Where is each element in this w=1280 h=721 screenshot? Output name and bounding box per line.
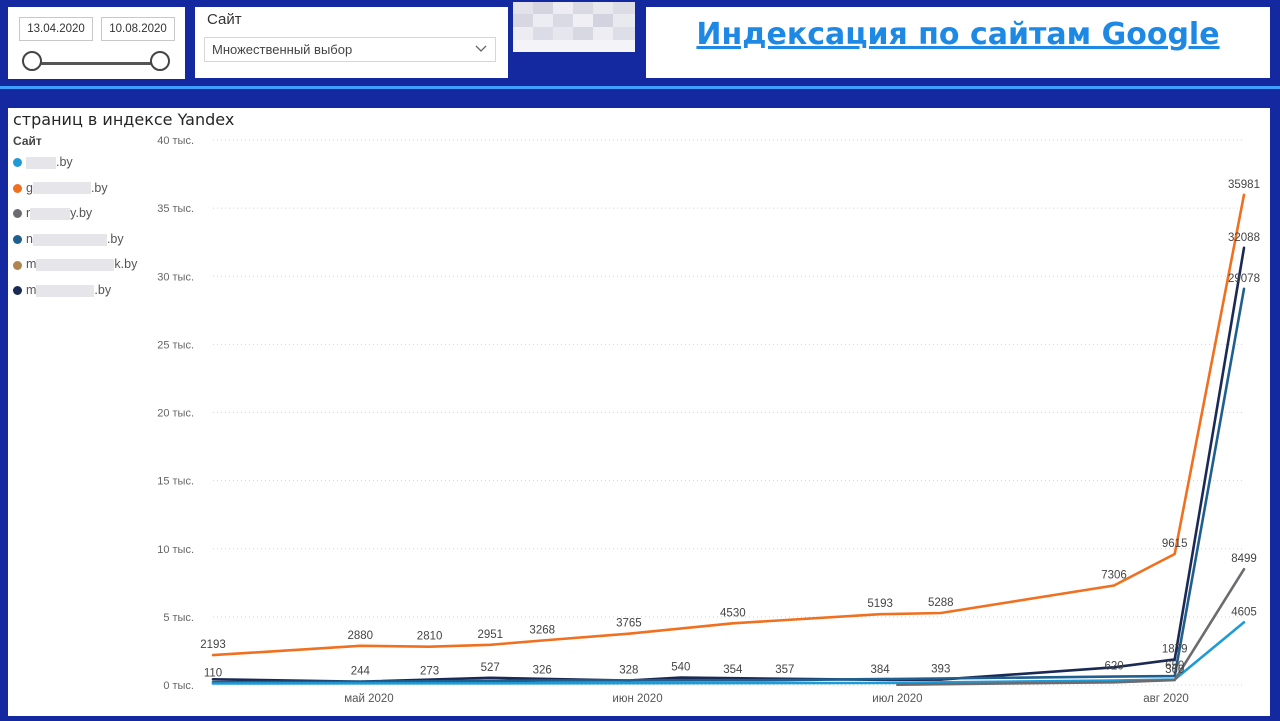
line-chart-panel: 0 тыс. 5 тыс. 10 тыс. 15 тыс. 20 тыс. 25 тыс.… [8, 108, 1270, 716]
legend-site-suffix: .by [106, 231, 124, 246]
data-label: 110 [204, 668, 222, 680]
y-tick-label: 20 тыс. [157, 408, 194, 420]
legend-site-suffix: .by [90, 180, 108, 195]
date-slider-track[interactable] [34, 62, 162, 65]
date-slider-start-handle[interactable] [22, 51, 42, 71]
legend-site-redacted [30, 207, 71, 220]
data-label: 4605 [1231, 606, 1257, 618]
legend-item[interactable]: n .by [13, 232, 124, 248]
legend-site-prefix: g [26, 180, 33, 195]
legend-dot-icon [13, 183, 22, 193]
data-label: 2880 [347, 630, 373, 642]
legend-site-suffix: .by [94, 283, 112, 297]
y-tick-label: 15 тыс. [157, 476, 194, 488]
legend-dot-icon [13, 260, 22, 270]
date-range-slicer: 13.04.2020 10.08.2020 [8, 7, 185, 79]
legend-site-suffix: k.by [114, 257, 138, 272]
y-tick-label: 40 тыс. [157, 135, 194, 147]
data-label: 527 [481, 662, 500, 674]
x-tick-label: май 2020 [344, 693, 394, 705]
data-label: 3765 [616, 618, 642, 630]
data-label: 7306 [1101, 569, 1127, 581]
data-label: 540 [671, 662, 690, 674]
legend-item[interactable]: r y.by [13, 206, 92, 222]
legend-site-redacted [36, 259, 115, 272]
chart-title: страниц в индексе Yandex [13, 110, 235, 129]
legend-item[interactable]: m k.by [13, 257, 137, 273]
start-date-input[interactable]: 13.04.2020 [19, 17, 93, 41]
series-line [211, 621, 1246, 685]
site-dropdown[interactable]: Множественный выбор [204, 37, 496, 62]
data-label: 357 [775, 664, 794, 676]
header-divider [0, 86, 1280, 89]
data-label: 29078 [1228, 273, 1260, 285]
data-label: 8499 [1231, 553, 1257, 565]
x-tick-label: июн 2020 [612, 693, 662, 705]
chevron-down-icon [475, 45, 487, 52]
site-dropdown-value: Множественный выбор [212, 42, 353, 57]
data-label: 360 [1165, 664, 1184, 676]
data-label: 2193 [200, 639, 226, 651]
legend-dot-icon [13, 286, 22, 296]
y-tick-label: 30 тыс. [157, 271, 194, 283]
legend-title: Сайт [13, 134, 42, 148]
data-label: 328 [619, 665, 638, 677]
legend-site-prefix: n [26, 231, 33, 246]
data-label: 5193 [867, 598, 893, 610]
data-label: 620 [1104, 661, 1123, 673]
data-label: 354 [723, 664, 743, 676]
legend-site-redacted [26, 156, 56, 169]
site-slicer-title: Сайт [207, 11, 242, 28]
data-label: 4530 [720, 607, 746, 619]
data-label: 3268 [529, 624, 555, 636]
data-label: 393 [931, 664, 950, 676]
y-tick-label: 35 тыс. [157, 203, 194, 215]
x-tick-label: июл 2020 [872, 693, 922, 705]
data-label: 650 [1165, 660, 1184, 672]
legend-dot-icon [13, 235, 22, 244]
legend-site-suffix: y.by [70, 206, 93, 221]
legend-site-redacted [32, 182, 91, 195]
data-label: 2810 [417, 631, 443, 643]
line-chart: 0 тыс. 5 тыс. 10 тыс. 15 тыс. 20 тыс. 25 тыс.… [157, 135, 1260, 705]
legend-item[interactable]: .by [13, 155, 73, 171]
end-date-input[interactable]: 10.08.2020 [101, 17, 175, 41]
data-label: 35981 [1228, 179, 1260, 191]
legend-item[interactable]: g .by [13, 181, 108, 197]
data-label: 5288 [928, 597, 954, 609]
blurred-logo [513, 2, 635, 52]
series-line [211, 246, 1246, 683]
legend-site-redacted [32, 233, 107, 246]
legend-site-prefix: r [26, 206, 31, 221]
data-label: 273 [420, 665, 439, 677]
series-line [211, 193, 1246, 657]
y-tick-label: 0 тыс. [163, 680, 194, 692]
y-tick-label: 5 тыс. [163, 612, 194, 624]
data-label: 326 [533, 665, 552, 677]
x-tick-label: авг 2020 [1143, 693, 1188, 705]
google-link-panel: Индексация по сайтам Google [646, 7, 1270, 78]
data-label: 32088 [1228, 232, 1260, 244]
legend-site-prefix: m [26, 283, 37, 297]
data-label: 384 [871, 664, 891, 676]
y-tick-label: 10 тыс. [157, 544, 194, 556]
google-indexing-link[interactable]: Индексация по сайтам Google [696, 17, 1220, 52]
site-slicer: Сайт Множественный выбор [195, 7, 508, 78]
data-label: 9615 [1162, 538, 1188, 550]
series-line [896, 567, 1246, 686]
legend-dot-icon [13, 209, 22, 219]
series-line [211, 287, 1246, 684]
y-tick-label: 25 тыс. [157, 339, 194, 351]
data-label: 1879 [1162, 643, 1188, 655]
data-label: 244 [351, 666, 371, 678]
legend-dot-icon [13, 158, 22, 168]
legend-item[interactable]: m .by [13, 283, 111, 299]
legend-site-suffix: .by [56, 155, 73, 169]
date-slider-end-handle[interactable] [150, 51, 170, 71]
data-label: 2951 [477, 629, 503, 641]
legend-site-prefix: m [26, 257, 37, 272]
legend-site-redacted [36, 284, 95, 297]
